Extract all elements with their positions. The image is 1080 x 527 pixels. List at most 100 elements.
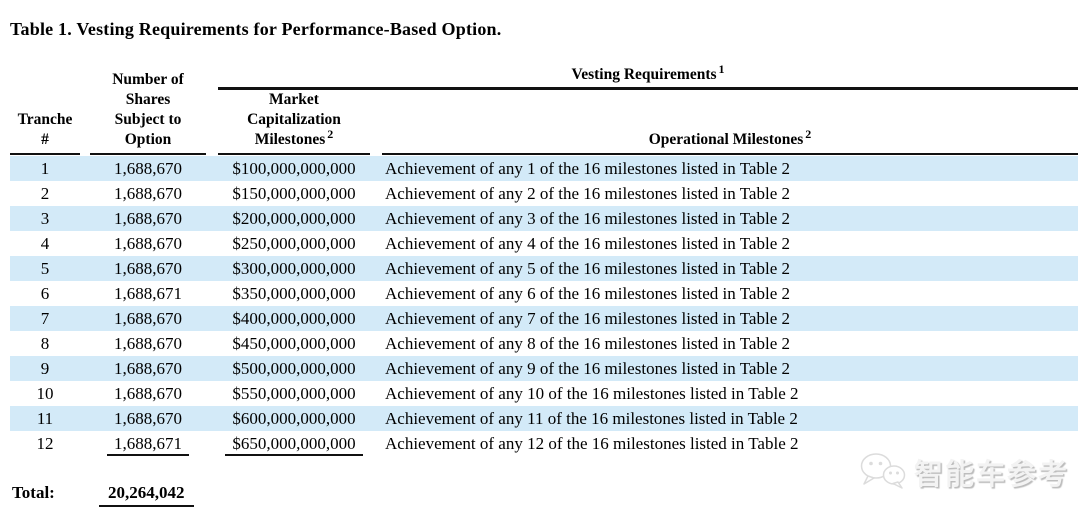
- market-cap-value-label: $450,000,000,000: [232, 334, 356, 353]
- shares-value-label: 1,688,670: [114, 259, 182, 278]
- shares-value: 1,688,670: [90, 231, 206, 256]
- tranche-number: 4: [10, 231, 80, 256]
- operational-milestone-text-label: Achievement of any 10 of the 16 mileston…: [385, 384, 799, 403]
- tranche-number-label: 2: [40, 184, 50, 203]
- shares-value: 1,688,670: [90, 256, 206, 281]
- shares-value-label: 1,688,670: [114, 184, 182, 203]
- operational-milestone-text: Achievement of any 1 of the 16 milestone…: [382, 156, 1078, 181]
- operational-milestone-text-label: Achievement of any 12 of the 16 mileston…: [385, 434, 799, 453]
- tranche-number-label: 11: [36, 409, 54, 428]
- market-cap-value-label: $500,000,000,000: [232, 359, 356, 378]
- market-cap-value-label: $150,000,000,000: [232, 184, 356, 203]
- tranche-number-label: 8: [40, 334, 50, 353]
- market-cap-value-label: $350,000,000,000: [232, 284, 356, 303]
- operational-milestone-text: Achievement of any 6 of the 16 milestone…: [382, 281, 1078, 306]
- table-row: 6 1,688,671 $350,000,000,000 Achievement of…: [10, 281, 1078, 306]
- market-cap-value-label: $600,000,000,000: [232, 409, 356, 428]
- tranche-number-label: 5: [40, 259, 50, 278]
- table-row: 8 1,688,670 $450,000,000,000 Achievement of…: [10, 331, 1078, 356]
- header-vesting-requirements-label: Vesting Requirements: [571, 66, 717, 83]
- footnote-ref-2: 2: [327, 126, 334, 141]
- table-row: 10 1,688,670 $550,000,000,000 Achievement o…: [10, 381, 1078, 406]
- market-cap-value: $150,000,000,000: [218, 181, 370, 206]
- market-cap-value: $650,000,000,000: [218, 431, 370, 456]
- table-row: 2 1,688,670 $150,000,000,000 Achievement of…: [10, 181, 1078, 206]
- tranche-number-label: 12: [36, 434, 54, 453]
- header-vesting-group: Vesting Requirements 1 Market Capitalizat…: [218, 63, 1078, 155]
- market-cap-value: $200,000,000,000: [218, 206, 370, 231]
- table-row: 11 1,688,670 $600,000,000,000 Achievement o…: [10, 406, 1078, 431]
- header-operational-milestones-label: Operational Milestones: [648, 131, 804, 148]
- operational-milestone-text-label: Achievement of any 3 of the 16 milestone…: [385, 209, 790, 228]
- tranche-number-label: 9: [40, 359, 50, 378]
- market-cap-value-label: $300,000,000,000: [232, 259, 356, 278]
- market-cap-value: $450,000,000,000: [218, 331, 370, 356]
- shares-value: 1,688,670: [90, 156, 206, 181]
- tranche-number: 6: [10, 281, 80, 306]
- tranche-number-label: 10: [36, 384, 54, 403]
- operational-milestone-text: Achievement of any 12 of the 16 mileston…: [382, 431, 1078, 456]
- tranche-number-label: 1: [40, 159, 50, 178]
- operational-milestone-text: Achievement of any 4 of the 16 milestone…: [382, 231, 1078, 256]
- watermark: 智能车参考: [858, 450, 1069, 494]
- tranche-number-label: 4: [40, 234, 50, 253]
- market-cap-value: $500,000,000,000: [218, 356, 370, 381]
- shares-value-label: 1,688,670: [114, 384, 182, 403]
- header-shares: Number of Shares Subject to Option: [90, 70, 206, 155]
- total-row: Total: 20,264,042: [10, 483, 1078, 507]
- shares-value: 1,688,670: [90, 381, 206, 406]
- operational-milestone-text-label: Achievement of any 6 of the 16 milestone…: [385, 284, 790, 303]
- tranche-number: 3: [10, 206, 80, 231]
- market-cap-value-label: $100,000,000,000: [232, 159, 356, 178]
- market-cap-value: $350,000,000,000: [218, 281, 370, 306]
- table-title: Table 1. Vesting Requirements for Perfor…: [10, 19, 502, 39]
- shares-value-label: 1,688,670: [114, 309, 182, 328]
- operational-milestone-text: Achievement of any 5 of the 16 milestone…: [382, 256, 1078, 281]
- shares-value-label: 1,688,670: [114, 359, 182, 378]
- market-cap-value: $550,000,000,000: [218, 381, 370, 406]
- operational-milestone-text: Achievement of any 8 of the 16 milestone…: [382, 331, 1078, 356]
- vesting-table: Tranche # Number of Shares Subject to Op…: [10, 63, 1078, 507]
- market-cap-value-label: $400,000,000,000: [232, 309, 356, 328]
- shares-value: 1,688,671: [90, 431, 206, 456]
- wechat-icon: [860, 453, 906, 489]
- total-value: 20,264,042: [99, 483, 194, 507]
- shares-value: 1,688,670: [90, 331, 206, 356]
- table-row: 9 1,688,670 $500,000,000,000 Achievement of…: [10, 356, 1078, 381]
- market-cap-value-label: $200,000,000,000: [232, 209, 356, 228]
- market-cap-value-label: $650,000,000,000: [225, 434, 363, 456]
- shares-value-label: 1,688,671: [107, 434, 189, 456]
- operational-milestone-text: Achievement of any 11 of the 16 mileston…: [382, 406, 1078, 431]
- tranche-number-label: 3: [40, 209, 50, 228]
- operational-milestone-text-label: Achievement of any 4 of the 16 milestone…: [385, 234, 790, 253]
- market-cap-value: $400,000,000,000: [218, 306, 370, 331]
- market-cap-value-label: $550,000,000,000: [232, 384, 356, 403]
- shares-value-label: 1,688,670: [114, 159, 182, 178]
- tranche-number-label: 6: [40, 284, 50, 303]
- header-tranche: Tranche #: [10, 110, 80, 155]
- operational-milestone-text: Achievement of any 9 of the 16 milestone…: [382, 356, 1078, 381]
- table-header: Tranche # Number of Shares Subject to Op…: [10, 63, 1078, 155]
- operational-milestone-text: Achievement of any 10 of the 16 mileston…: [382, 381, 1078, 406]
- tranche-number: 9: [10, 356, 80, 381]
- tranche-number: 7: [10, 306, 80, 331]
- tranche-number: 11: [10, 406, 80, 431]
- market-cap-value: $300,000,000,000: [218, 256, 370, 281]
- shares-value-label: 1,688,670: [114, 334, 182, 353]
- total-label: Total:: [12, 483, 55, 502]
- operational-milestone-text-label: Achievement of any 9 of the 16 milestone…: [385, 359, 790, 378]
- tranche-number: 10: [10, 381, 80, 406]
- tranche-number: 12: [10, 431, 80, 456]
- tranche-number: 8: [10, 331, 80, 356]
- shares-value-label: 1,688,670: [114, 209, 182, 228]
- header-vesting-subcolumns: Market Capitalization Milestones 2 Operat…: [218, 90, 1078, 155]
- operational-milestone-text: Achievement of any 3 of the 16 milestone…: [382, 206, 1078, 231]
- shares-value: 1,688,670: [90, 356, 206, 381]
- shares-value-label: 1,688,671: [114, 284, 182, 303]
- tranche-number: 1: [10, 156, 80, 181]
- table-row: 5 1,688,670 $300,000,000,000 Achievement of…: [10, 256, 1078, 281]
- shares-value: 1,688,670: [90, 206, 206, 231]
- header-vesting-requirements: Vesting Requirements 1: [218, 63, 1078, 90]
- watermark-text: 智能车参考: [914, 459, 1070, 491]
